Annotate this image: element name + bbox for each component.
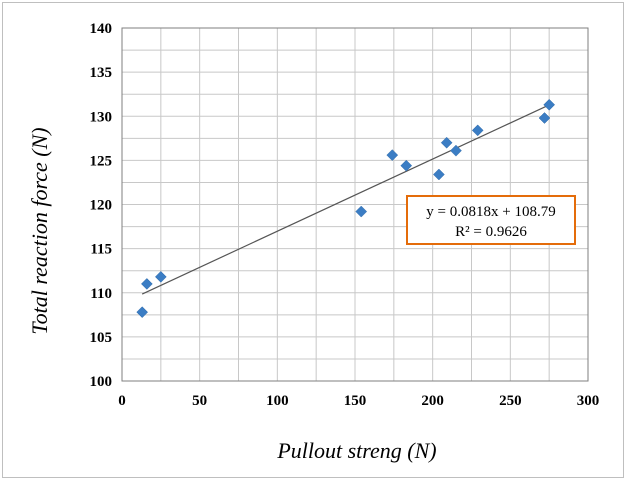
x-tick-label: 200 [421, 393, 444, 409]
data-point [433, 168, 445, 181]
data-point [154, 271, 167, 283]
plot-area-border [121, 27, 589, 382]
y-tick-label: 135 [90, 65, 113, 81]
y-tick-labels: 100 105 110 115 120 125 130 135 140 [90, 21, 113, 390]
data-point [140, 278, 153, 290]
x-tick-label: 300 [577, 393, 600, 409]
data-point [386, 149, 399, 161]
y-tick-label: 100 [90, 374, 113, 390]
x-tick-labels: 0 50 100 150 200 250 300 [118, 393, 599, 409]
r-squared-label: R² = 0.9626 [455, 224, 527, 240]
y-tick-label: 115 [90, 242, 112, 258]
data-point [543, 98, 556, 111]
y-tick-label: 120 [90, 198, 113, 214]
y-tick-label: 130 [90, 109, 113, 125]
data-point [400, 159, 413, 172]
x-tick-label: 150 [344, 393, 367, 409]
chart-frame: 0 50 100 150 200 250 300 100 105 110 115 120 125 130… [2, 2, 624, 478]
y-tick-label: 125 [90, 153, 113, 169]
y-tick-label: 105 [90, 330, 113, 346]
data-point [538, 112, 551, 124]
x-tick-label: 100 [266, 393, 289, 409]
data-points [136, 98, 556, 319]
x-tick-label: 0 [118, 393, 126, 409]
data-point [440, 136, 453, 149]
scatter-chart: 0 50 100 150 200 250 300 100 105 110 115 120 125 130… [27, 21, 599, 463]
data-point [136, 306, 149, 319]
x-tick-label: 250 [499, 393, 522, 409]
data-point [355, 205, 368, 218]
trendline-equation: y = 0.0818x + 108.79 [426, 204, 555, 220]
y-axis-title: Total reaction force (N) [27, 127, 52, 334]
equation-box: y = 0.0818x + 108.79 R² = 0.9626 [406, 195, 576, 245]
trendline [141, 104, 550, 295]
data-point [450, 144, 462, 157]
y-tick-label: 110 [90, 286, 112, 302]
y-tick-label: 140 [90, 21, 113, 37]
x-axis-title: Pullout streng (N) [276, 438, 436, 463]
data-point [471, 124, 484, 137]
x-tick-label: 50 [192, 393, 207, 409]
